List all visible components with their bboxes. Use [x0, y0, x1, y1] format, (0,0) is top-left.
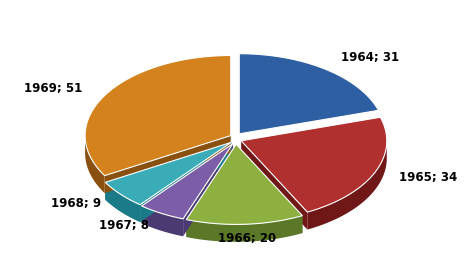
Polygon shape: [239, 54, 379, 134]
Text: 1967; 8: 1967; 8: [98, 219, 149, 232]
Polygon shape: [142, 143, 233, 219]
Polygon shape: [142, 143, 233, 224]
Polygon shape: [105, 142, 231, 200]
Text: 1969; 51: 1969; 51: [24, 82, 82, 95]
Polygon shape: [307, 141, 387, 230]
Polygon shape: [104, 135, 231, 193]
Text: 1965; 34: 1965; 34: [399, 171, 457, 184]
Polygon shape: [186, 216, 303, 242]
Polygon shape: [140, 142, 231, 222]
Text: 1968; 9: 1968; 9: [51, 197, 101, 210]
Polygon shape: [105, 182, 140, 222]
Polygon shape: [186, 144, 236, 237]
Polygon shape: [85, 136, 104, 193]
Polygon shape: [183, 143, 233, 236]
Polygon shape: [85, 55, 231, 176]
Polygon shape: [142, 206, 183, 236]
Polygon shape: [105, 142, 231, 205]
Text: 1966; 20: 1966; 20: [218, 232, 276, 245]
Polygon shape: [241, 117, 387, 212]
Polygon shape: [236, 144, 303, 233]
Polygon shape: [241, 141, 307, 230]
Text: 1964; 31: 1964; 31: [342, 51, 399, 64]
Polygon shape: [186, 144, 303, 224]
